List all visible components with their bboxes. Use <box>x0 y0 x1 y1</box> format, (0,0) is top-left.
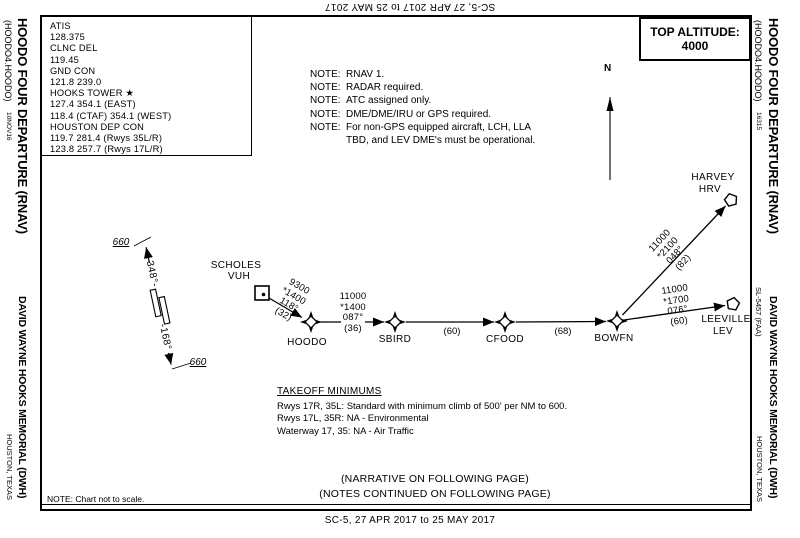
note-line: NOTE: DME/DME/IRU or GPS required. <box>310 108 535 121</box>
freq-line: 119.7 281.4 (Rwys 35L/R) <box>50 133 163 144</box>
right-procedure-code: (HOODO4.HOODO) <box>753 20 763 102</box>
waypoint-symbol-cfood <box>493 310 517 334</box>
right-margin-airport: DAVID WAYNE HOOKS MEMORIAL (DWH) <box>767 296 779 499</box>
note-label: NOTE: <box>310 95 341 107</box>
note-line: NOTE: For non-GPS equipped aircraft, LCH,… <box>310 121 535 134</box>
navaid-symbol-hrv <box>722 191 740 208</box>
elevation-leader-south <box>171 362 192 370</box>
note-line: NOTE: RNAV 1. <box>310 68 535 81</box>
vor-symbol-vuh <box>254 285 270 301</box>
note-label: NOTE: <box>310 108 341 120</box>
leg-vuh-hoodo-line <box>268 297 303 319</box>
runway-diagram <box>144 247 174 365</box>
note-line: NOTE: RADAR required. <box>310 81 535 94</box>
freq-line: 119.45 <box>50 54 79 65</box>
right-margin-title: HOODO FOUR DEPARTURE (RNAV) <box>766 18 781 234</box>
leg-distance-cfood-bowfn: (68) <box>554 326 572 337</box>
elevation-south: 660 <box>189 357 207 368</box>
left-edition-code: 10NOV16 <box>5 112 12 141</box>
leg-data-bowfn-leeville: 11000 *1700 076° (60) <box>646 281 707 330</box>
right-margin-procedure-code: (HOODO4.HOODO) 16315 <box>753 20 763 130</box>
takeoff-minimums-line: Rwys 17L, 35R: NA - Environmental <box>277 413 429 424</box>
left-margin-airport: DAVID WAYNE HOOKS MEMORIAL (DWH) <box>16 296 28 499</box>
waypoint-label-sbird: SBIRD <box>378 334 412 345</box>
left-margin-city: HOUSTON, TEXAS <box>5 434 14 500</box>
note-label: NOTE: <box>310 69 341 80</box>
navaid-id-hrv: HRV <box>698 184 722 195</box>
left-margin-procedure-code: (HOODO4.HOODO) 10NOV16 <box>3 20 13 141</box>
navaid-symbol-lev <box>725 295 741 311</box>
note-text: RNAV 1. <box>346 69 385 80</box>
leg-top-altitude: 11000 <box>339 291 367 302</box>
notes-continued-note: (NOTES CONTINUED ON FOLLOWING PAGE) <box>319 488 551 500</box>
waypoint-symbol-sbird <box>383 310 407 334</box>
right-margin-chart-ref: SL-5457 (FAA) <box>754 287 763 337</box>
leg-distance-sbird-cfood: (60) <box>443 326 461 337</box>
top-altitude-label: TOP ALTITUDE: <box>650 25 740 39</box>
note-text: For non-GPS equipped aircraft, LCH, LLA <box>346 121 532 133</box>
runway-strip-2 <box>158 295 171 325</box>
leg-distance: (36) <box>344 322 362 334</box>
leg-course: 087° <box>340 312 366 323</box>
edition-date-bottom: SC-5, 27 APR 2017 to 25 MAY 2017 <box>324 515 496 526</box>
chart-inner-border-line <box>42 504 750 505</box>
freq-line: ATIS <box>50 21 71 31</box>
top-altitude-value: 4000 <box>681 39 709 53</box>
navaid-id-lev: LEV <box>712 326 734 337</box>
left-procedure-code: (HOODO4.HOODO) <box>3 20 13 102</box>
takeoff-minimums-title: TAKEOFF MINIMUMS <box>277 386 382 397</box>
waypoint-label-bowfn: BOWFN <box>594 333 634 344</box>
leg-cfood-bowfn-line <box>515 317 607 327</box>
waypoint-label-cfood: CFOOD <box>485 334 525 345</box>
freq-line: 118.4 (CTAF) 354.1 (WEST) <box>50 110 172 121</box>
freq-line: GND CON <box>50 65 96 76</box>
north-indicator-label: N <box>604 63 612 74</box>
takeoff-minimums-line: Waterway 17, 35: NA - Air Traffic <box>277 425 414 437</box>
navaid-name-harvey: HARVEY <box>691 172 735 183</box>
navaid-name-scholes: SCHOLES <box>210 260 262 271</box>
leg-data-hoodo-sbird: 11000 *1400 087° (36) <box>331 291 375 334</box>
leg-crossing-altitude: *1400 <box>340 301 366 313</box>
elevation-leader-north <box>133 236 152 247</box>
freq-line: HOOKS TOWER ★ <box>50 88 134 99</box>
left-margin-title: HOODO FOUR DEPARTURE (RNAV) <box>15 18 30 234</box>
waypoint-label-hoodo: HOODO <box>287 337 327 348</box>
note-label: NOTE: <box>310 121 341 133</box>
frequency-box: ATIS 128.375 CLNC DEL 119.45 GND CON 121… <box>41 16 252 156</box>
right-edition-code: 16315 <box>755 112 762 131</box>
note-line: NOTE: ATC assigned only. <box>310 94 535 107</box>
freq-line: 123.8 257.7 (Rwys 17L/R) <box>50 144 163 155</box>
top-altitude-box: TOP ALTITUDE: 4000 <box>639 17 751 61</box>
note-text: TBD, and LEV DME's must be operational. <box>346 135 536 147</box>
note-text: DME/DME/IRU or GPS required. <box>346 108 492 120</box>
narrative-note: (NARRATIVE ON FOLLOWING PAGE) <box>340 473 529 485</box>
freq-line: 128.375 <box>50 32 86 43</box>
note-line: TBD, and LEV DME's must be operational. <box>310 134 535 147</box>
navaid-id-vuh: VUH <box>227 271 251 282</box>
leg-bowfn-harvey-line <box>622 205 726 316</box>
freq-line: CLNC DEL <box>50 43 98 54</box>
elevation-north: 660 <box>112 237 130 248</box>
freq-line: 127.4 354.1 (EAST) <box>50 99 136 110</box>
takeoff-minimums-line: Rwys 17R, 35L: Standard with minimum cli… <box>277 400 568 412</box>
takeoff-minimums-block: TAKEOFF MINIMUMS Rwys 17R, 35L: Standard… <box>277 386 567 438</box>
right-margin-city: HOUSTON, TEXAS <box>755 436 764 502</box>
note-text: ATC assigned only. <box>346 95 432 107</box>
freq-line: 121.8 239.0 <box>50 77 102 88</box>
notes-block: NOTE: RNAV 1. NOTE: RADAR required. NOTE: A… <box>310 68 535 147</box>
navaid-name-leeville: LEEVILLE <box>701 314 751 325</box>
note-text: RADAR required. <box>346 82 424 94</box>
chart-border <box>40 15 752 511</box>
freq-line: HOUSTON DEP CON <box>50 121 145 132</box>
leg-bowfn-leeville-line <box>623 302 726 321</box>
scale-note: NOTE: Chart not to scale. <box>47 494 145 504</box>
runway-strip-1 <box>149 288 162 318</box>
note-label: NOTE: <box>310 82 341 94</box>
